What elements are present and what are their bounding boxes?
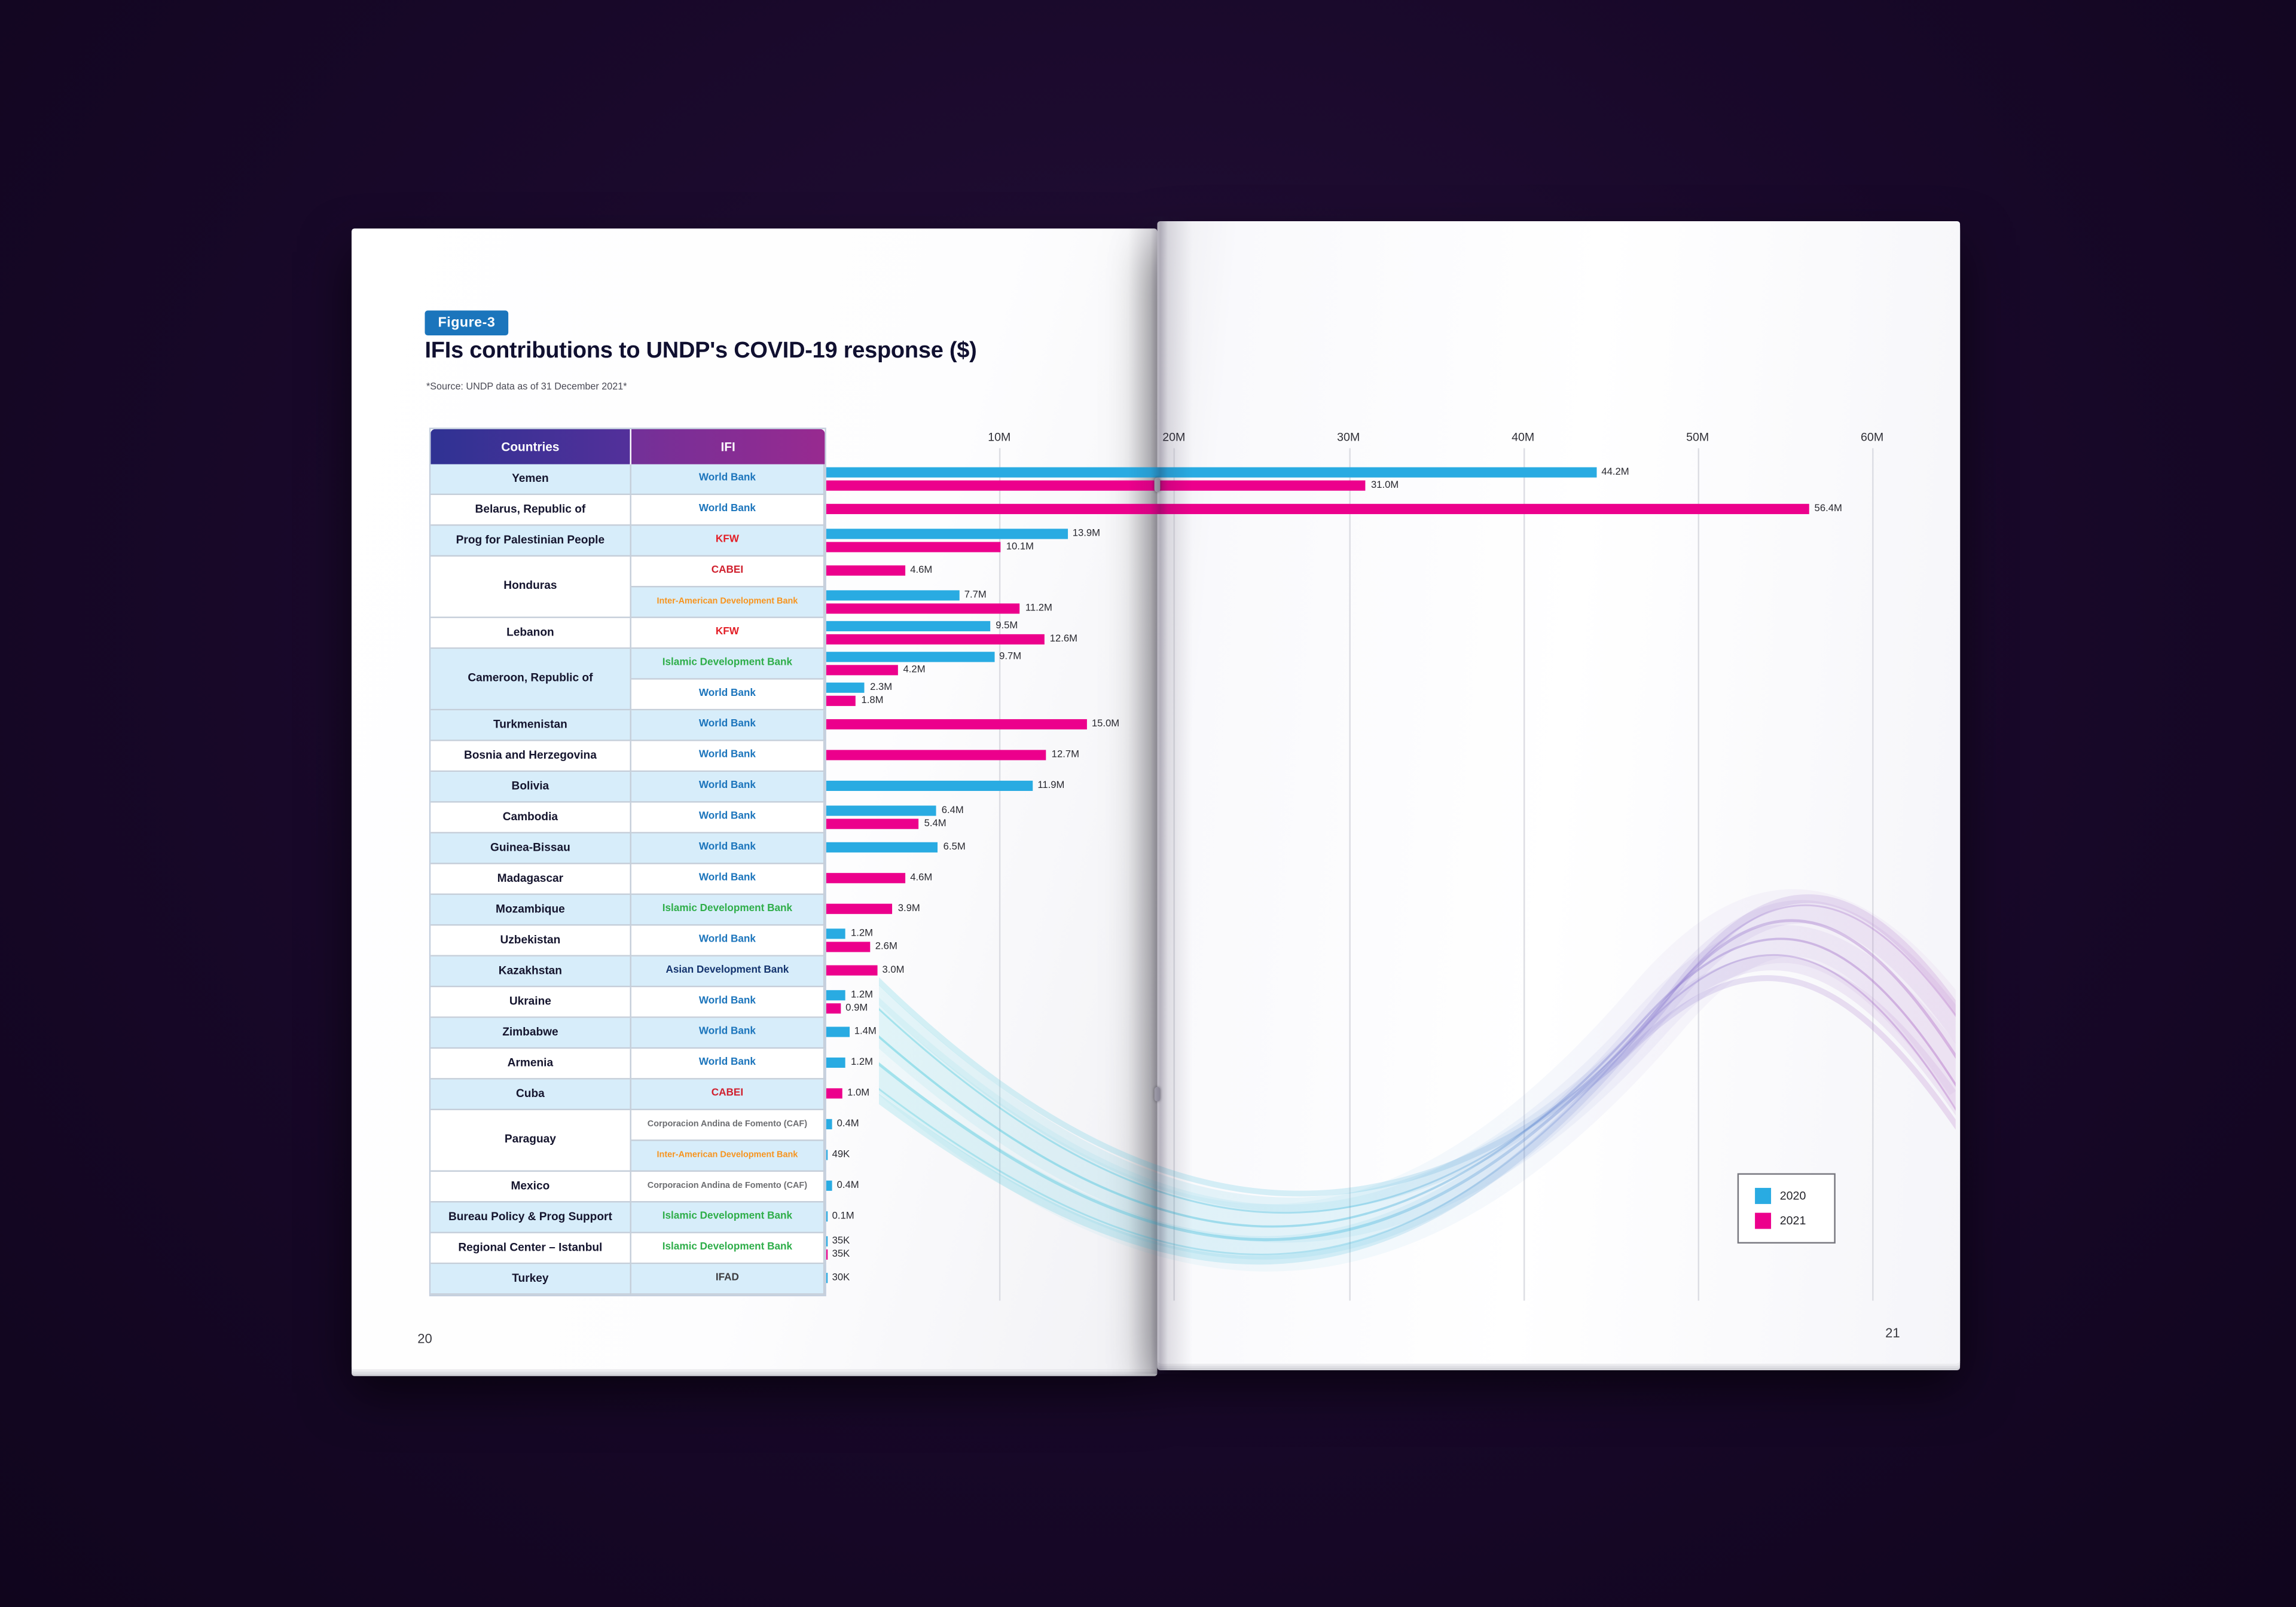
ifi-cell: Inter-American Development Bank — [631, 1141, 825, 1172]
ifi-cell: CABEI — [631, 557, 825, 588]
legend-label: 2020 — [1779, 1189, 1806, 1203]
right-page — [1157, 221, 1961, 1364]
legend-swatch-2020 — [1755, 1187, 1772, 1204]
country-cell: Honduras — [430, 557, 631, 618]
country-cell: Lebanon — [430, 618, 631, 649]
ifi-cell: World Bank — [631, 679, 825, 711]
ifi-cell: World Bank — [631, 802, 825, 834]
staple-icon — [1154, 1086, 1161, 1102]
country-cell: Madagascar — [430, 864, 631, 895]
country-cell: Uzbekistan — [430, 925, 631, 957]
ifi-cell: Corporacion Andina de Fomento (CAF) — [631, 1110, 825, 1141]
legend-swatch-2021 — [1755, 1212, 1772, 1229]
countries-column-header: Countries — [430, 429, 631, 465]
ifi-cell: Islamic Development Bank — [631, 1202, 825, 1233]
ifi-cell: CABEI — [631, 1079, 825, 1111]
country-cell: Armenia — [430, 1049, 631, 1080]
ifi-cell: World Bank — [631, 710, 825, 741]
country-cell: Bureau Policy & Prog Support — [430, 1202, 631, 1233]
staple-icon — [1154, 477, 1161, 493]
ifi-cell: World Bank — [631, 495, 825, 526]
ifi-cell: World Bank — [631, 772, 825, 803]
legend-label: 2021 — [1779, 1214, 1806, 1228]
ifi-cell: Islamic Development Bank — [631, 1233, 825, 1264]
decorative-wave — [879, 889, 1956, 1272]
country-cell: Yemen — [430, 464, 631, 496]
country-cell: Prog for Palestinian People — [430, 526, 631, 557]
ifi-cell: Islamic Development Bank — [631, 894, 825, 926]
ifi-cell: Asian Development Bank — [631, 956, 825, 988]
country-cell: Turkmenistan — [430, 710, 631, 741]
right-page-number: 21 — [1885, 1325, 1900, 1340]
ifi-cell: World Bank — [631, 925, 825, 957]
ifi-cell: Islamic Development Bank — [631, 649, 825, 680]
country-cell: Ukraine — [430, 987, 631, 1018]
country-cell: Paraguay — [430, 1110, 631, 1172]
ifi-column-header: IFI — [631, 429, 825, 465]
country-cell: Bosnia and Herzegovina — [430, 741, 631, 772]
ifi-cell: Corporacion Andina de Fomento (CAF) — [631, 1172, 825, 1203]
ifi-cell: World Bank — [631, 741, 825, 772]
country-cell: Turkey — [430, 1264, 631, 1295]
country-cell: Cameroon, Republic of — [430, 649, 631, 711]
ifi-cell: KFW — [631, 618, 825, 649]
figure-badge: Figure-3 — [425, 310, 509, 336]
ifi-table-rows: Yemen World Bank Belarus, Republic of World… — [430, 429, 825, 1295]
country-cell: Cuba — [430, 1079, 631, 1111]
legend: 2020 2021 — [1737, 1173, 1836, 1244]
country-cell: Cambodia — [430, 802, 631, 834]
country-cell: Bolivia — [430, 772, 631, 803]
ifi-cell: KFW — [631, 526, 825, 557]
ifi-cell: World Bank — [631, 1018, 825, 1049]
country-cell: Belarus, Republic of — [430, 495, 631, 526]
ifi-table: Countries IFI Yemen World Bank Belarus, Re… — [429, 427, 826, 1297]
ifi-cell: World Bank — [631, 987, 825, 1018]
ifi-cell: Inter-American Development Bank — [631, 587, 825, 618]
legend-item: 2020 — [1755, 1187, 1834, 1204]
legend-item: 2021 — [1755, 1212, 1834, 1229]
ifi-cell: World Bank — [631, 1049, 825, 1080]
country-cell: Regional Center – Istanbul — [430, 1233, 631, 1264]
country-cell: Kazakhstan — [430, 956, 631, 988]
country-cell: Zimbabwe — [430, 1018, 631, 1049]
ifi-cell: World Bank — [631, 864, 825, 895]
ifi-cell: World Bank — [631, 833, 825, 864]
ifi-cell: World Bank — [631, 464, 825, 496]
country-cell: Mexico — [430, 1172, 631, 1203]
source-note: *Source: UNDP data as of 31 December 202… — [426, 382, 627, 393]
country-cell: Mozambique — [430, 894, 631, 926]
figure-title: IFIs contributions to UNDP's COVID-19 re… — [425, 338, 977, 363]
legend-items: 2020 2021 — [1755, 1187, 1834, 1229]
left-page-number: 20 — [417, 1331, 432, 1346]
ifi-cell: IFAD — [631, 1264, 825, 1295]
country-cell: Guinea-Bissau — [430, 833, 631, 864]
